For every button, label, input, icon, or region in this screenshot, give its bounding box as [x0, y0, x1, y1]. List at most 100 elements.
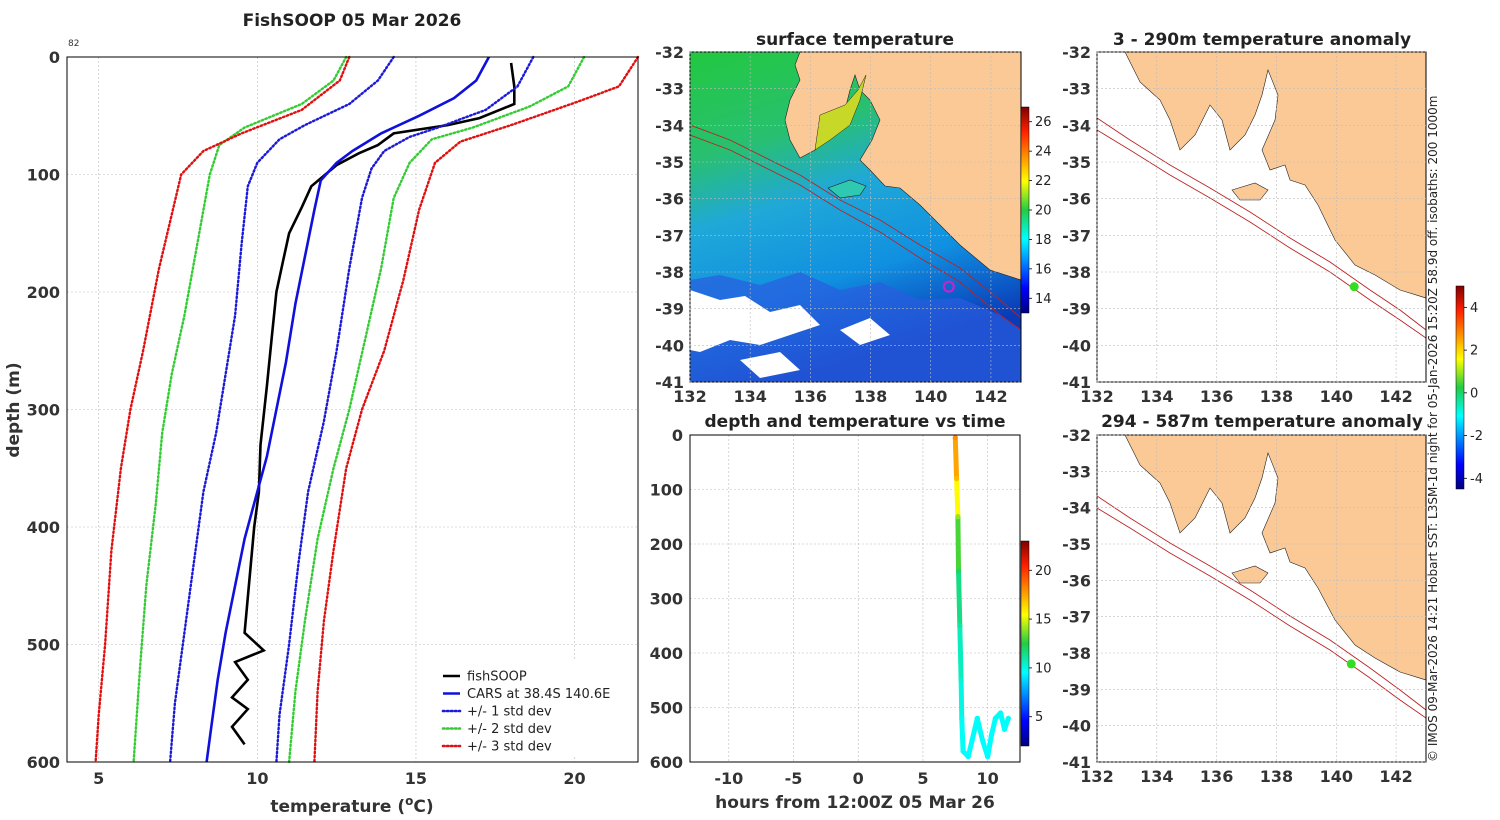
sst-lat-label: -35	[655, 153, 684, 172]
anomaly-shallow-lon-label: 138	[1260, 387, 1293, 406]
profile-ytick-label: 100	[27, 166, 60, 185]
anomaly-shallow-lon-label: 142	[1379, 387, 1412, 406]
sst-lat-label: -38	[655, 263, 684, 282]
anomaly-deep-ticks: 132 134 136 138 140 142 -32 -33 -34 -35 -36 -37 -38 -…	[1062, 426, 1426, 786]
legend-label: +/- 1 std dev	[467, 705, 552, 720]
timeseries-xlabel: hours from 12:00Z 05 Mar 26	[715, 793, 995, 813]
timeseries-segment	[956, 568, 963, 629]
legend-label: fishSOOP	[467, 670, 527, 685]
anomaly-shallow-lat-label: -37	[1062, 226, 1091, 245]
anomaly-deep-isobath-1000	[1097, 507, 1426, 719]
sst-lat-label: -34	[655, 116, 684, 135]
profile-legend: fishSOOP CARS at 38.4S 140.6E +/- 1 std de…	[432, 660, 628, 755]
timeseries-point	[952, 435, 958, 441]
anomaly-deep-lat-label: -34	[1062, 499, 1091, 518]
profile-panel: FishSOOP 05 Mar 2026 82 5 10 15 20010020030…	[4, 11, 640, 817]
anomaly-shallow-title: 3 - 290m temperature anomaly	[1113, 30, 1411, 50]
anomaly-colorbar	[1455, 285, 1465, 490]
anomaly-deep-marker	[1346, 659, 1356, 669]
sst-map	[690, 52, 1021, 382]
timeseries-segment	[957, 623, 964, 683]
profile-series	[94, 55, 640, 764]
anomaly-colorbar-ticks: 4 2 0 -2 -4	[1464, 301, 1483, 487]
sst-lat-label: -41	[655, 373, 684, 392]
anomaly-shallow-lon-label: 132	[1080, 387, 1113, 406]
anomaly-deep-panel: 294 - 587m temperature anomaly 132 134 136…	[1062, 412, 1427, 786]
timeseries-point	[959, 715, 965, 722]
anomaly-deep-lat-label: -37	[1062, 608, 1091, 627]
profile-xtick-label: 15	[405, 769, 427, 788]
anomaly-shallow-land	[1124, 52, 1426, 299]
profile-series-fishsoop	[230, 62, 516, 746]
anomaly-deep-lat-label: -35	[1062, 535, 1091, 554]
profile-series-std2	[132, 55, 348, 764]
anomaly-deep-lat-label: -38	[1062, 644, 1091, 663]
timeseries-title: depth and temperature vs time	[705, 412, 1006, 432]
anomaly-deep-lat-label: -41	[1062, 753, 1091, 772]
sst-cloud-gaps	[690, 290, 890, 378]
profile-series-std3	[94, 55, 351, 764]
profile-ytick-label: 500	[27, 636, 60, 655]
sst-lon-label: 142	[974, 387, 1007, 406]
timeseries-segment	[989, 715, 998, 738]
timeseries-segment	[952, 435, 960, 482]
timeseries-ytick-label: 600	[650, 753, 683, 772]
timeseries-point	[955, 568, 962, 574]
timeseries-xtick-label: -10	[714, 769, 743, 788]
anomaly-shallow-lat-label: -36	[1062, 190, 1091, 209]
anomaly-shallow-lat-label: -40	[1062, 336, 1091, 355]
timeseries-colorbar-tick-label: 5	[1035, 710, 1043, 725]
timeseries-point	[1001, 726, 1008, 732]
anomaly-deep-lon-label: 132	[1080, 767, 1113, 786]
profile-grid	[67, 56, 638, 763]
anomaly-deep-lat-label: -36	[1062, 571, 1091, 590]
legend-label: CARS at 38.4S 140.6E	[467, 687, 610, 702]
sst-lon-label: 140	[914, 387, 947, 406]
profile-ytick-label: 0	[49, 48, 60, 67]
sst-lon-label: 132	[673, 387, 706, 406]
anomaly-deep-isobath-200	[1097, 495, 1426, 711]
sst-colorbar-tick-label: 18	[1035, 233, 1052, 248]
anomaly-shallow-lat-label: -35	[1062, 153, 1091, 172]
legend-label: +/- 2 std dev	[467, 722, 552, 737]
timeseries-points	[952, 435, 1011, 760]
timeseries-point	[988, 732, 995, 738]
timeseries-ytick-label: 300	[650, 590, 683, 609]
timeseries-point	[955, 514, 961, 520]
timeseries-point	[1005, 715, 1011, 722]
profile-ytick-label: 300	[27, 401, 60, 420]
sst-ticks: 132 134 136 138 140 142 -32 -33 -34 -35 -36 -37 -38 -…	[655, 43, 1021, 406]
sst-lat-label: -39	[655, 300, 684, 319]
anomaly-deep-lon-label: 134	[1140, 767, 1173, 786]
profile-series-std1	[168, 55, 395, 764]
anomaly-deep-lat-label: -39	[1062, 680, 1091, 699]
sst-lon-label: 138	[854, 387, 887, 406]
anomaly-shallow-lat-label: -39	[1062, 300, 1091, 319]
timeseries-ytick-label: 500	[650, 699, 683, 718]
anomaly-deep-lat-label: -40	[1062, 717, 1091, 736]
timeseries-colorbar-ticks: 5 10 15 20	[1029, 564, 1052, 725]
sst-panel: surface temperature 132 134 136 138 140 142 -3…	[655, 30, 1051, 406]
anomaly-shallow-lat-label: -32	[1062, 43, 1091, 62]
timeseries-point	[953, 476, 960, 482]
timeseries-ytick-label: 400	[650, 644, 683, 663]
profile-frame	[66, 56, 639, 763]
anomaly-shallow-isobath-200	[1097, 117, 1426, 331]
legend-label: +/- 3 std dev	[467, 740, 552, 755]
sst-colorbar-tick-label: 22	[1035, 174, 1052, 189]
anomaly-colorbar-tick-label: 4	[1470, 301, 1478, 316]
anomaly-shallow-lat-label: -33	[1062, 80, 1091, 99]
timeseries-point	[969, 737, 975, 743]
profile-series-cars	[205, 56, 491, 763]
timeseries-point	[965, 753, 971, 760]
timeseries-point	[992, 715, 999, 722]
sst-lat-label: -40	[655, 336, 684, 355]
anomaly-colorbar-tick-label: 2	[1470, 344, 1478, 359]
anomaly-deep-lon-label: 142	[1379, 767, 1412, 786]
profile-xtick-label: 10	[246, 769, 268, 788]
profile-xlabel: temperature (oC)	[270, 794, 433, 817]
profile-title: FishSOOP 05 Mar 2026	[243, 11, 462, 31]
profile-xtick-label: 20	[563, 769, 585, 788]
anomaly-shallow-map	[1097, 52, 1426, 382]
